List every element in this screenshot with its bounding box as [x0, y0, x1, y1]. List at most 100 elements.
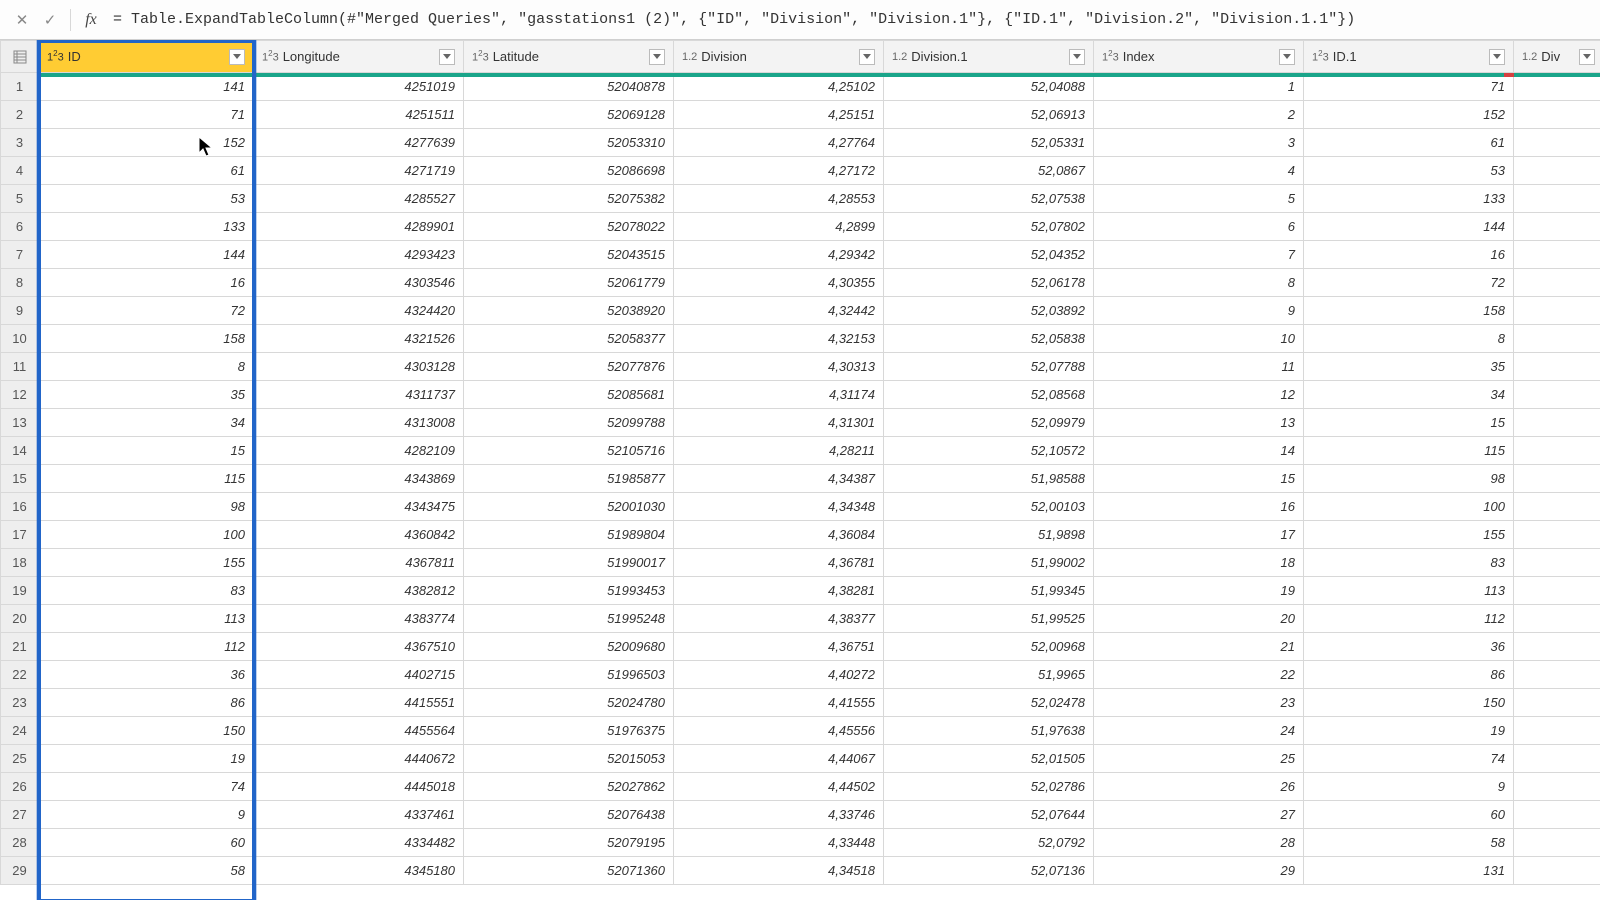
cell[interactable]: 1 — [1094, 73, 1304, 101]
cell[interactable]: 71 — [1304, 73, 1514, 101]
cell[interactable]: 4334482 — [254, 829, 464, 857]
cell[interactable]: 58 — [1304, 829, 1514, 857]
row-number[interactable]: 22 — [1, 661, 39, 689]
column-filter-button[interactable] — [229, 49, 245, 65]
row-number[interactable]: 1 — [1, 73, 39, 101]
table-row[interactable]: 19834382812519934534,3828151,9934519113 — [1, 577, 1600, 605]
cell[interactable]: 8 — [1094, 269, 1304, 297]
cell[interactable]: 4324420 — [254, 297, 464, 325]
cell[interactable]: 4,28211 — [674, 437, 884, 465]
table-row[interactable]: 22364402715519965034,4027251,99652286 — [1, 661, 1600, 689]
column-header-division[interactable]: 1.2Division — [674, 41, 884, 73]
cell[interactable]: 158 — [39, 325, 254, 353]
cell[interactable]: 52015053 — [464, 745, 674, 773]
cell[interactable] — [1514, 325, 1600, 353]
cell[interactable]: 152 — [1304, 101, 1514, 129]
cell[interactable]: 4251019 — [254, 73, 464, 101]
cell[interactable] — [1514, 409, 1600, 437]
cell[interactable]: 18 — [1094, 549, 1304, 577]
cell[interactable] — [1514, 353, 1600, 381]
cell[interactable]: 60 — [1304, 801, 1514, 829]
cell[interactable]: 86 — [1304, 661, 1514, 689]
cell[interactable]: 4303128 — [254, 353, 464, 381]
cell[interactable]: 51993453 — [464, 577, 674, 605]
cell[interactable] — [1514, 297, 1600, 325]
cell[interactable]: 8 — [39, 353, 254, 381]
cell[interactable]: 52,04352 — [884, 241, 1094, 269]
cell[interactable]: 51,98588 — [884, 465, 1094, 493]
cell[interactable]: 4,40272 — [674, 661, 884, 689]
cell[interactable]: 4289901 — [254, 213, 464, 241]
cell[interactable] — [1514, 493, 1600, 521]
cell[interactable]: 52,01505 — [884, 745, 1094, 773]
cell[interactable] — [1514, 269, 1600, 297]
cell[interactable] — [1514, 605, 1600, 633]
cell[interactable]: 4,28553 — [674, 185, 884, 213]
table-row[interactable]: 151154343869519858774,3438751,985881598 — [1, 465, 1600, 493]
cell[interactable]: 4,44067 — [674, 745, 884, 773]
row-number[interactable]: 3 — [1, 129, 39, 157]
cell[interactable]: 9 — [1304, 773, 1514, 801]
cell[interactable]: 4311737 — [254, 381, 464, 409]
cancel-formula-button[interactable]: ✕ — [8, 6, 36, 34]
table-row[interactable]: 61334289901520780224,289952,078026144 — [1, 213, 1600, 241]
cell[interactable]: 52,09979 — [884, 409, 1094, 437]
cell[interactable]: 9 — [1094, 297, 1304, 325]
cell[interactable] — [1514, 157, 1600, 185]
cell[interactable]: 4,44502 — [674, 773, 884, 801]
table-row[interactable]: 71444293423520435154,2934252,04352716 — [1, 241, 1600, 269]
table-row[interactable]: 29584345180520713604,3451852,0713629131 — [1, 857, 1600, 885]
row-number[interactable]: 16 — [1, 493, 39, 521]
table-row[interactable]: 181554367811519900174,3678151,990021883 — [1, 549, 1600, 577]
cell[interactable]: 51976375 — [464, 717, 674, 745]
cell[interactable] — [1514, 549, 1600, 577]
cell[interactable]: 52086698 — [464, 157, 674, 185]
row-number[interactable]: 29 — [1, 857, 39, 885]
cell[interactable]: 52,07802 — [884, 213, 1094, 241]
row-number[interactable]: 23 — [1, 689, 39, 717]
cell[interactable]: 83 — [39, 577, 254, 605]
cell[interactable]: 52,00968 — [884, 633, 1094, 661]
cell[interactable]: 4,38281 — [674, 577, 884, 605]
cell[interactable]: 4455564 — [254, 717, 464, 745]
cell[interactable]: 52024780 — [464, 689, 674, 717]
cell[interactable]: 4,36751 — [674, 633, 884, 661]
cell[interactable]: 98 — [1304, 465, 1514, 493]
cell[interactable]: 34 — [39, 409, 254, 437]
cell[interactable]: 4,36781 — [674, 549, 884, 577]
table-row[interactable]: 26744445018520278624,4450252,02786269 — [1, 773, 1600, 801]
cell[interactable]: 16 — [1304, 241, 1514, 269]
cell[interactable]: 4,29342 — [674, 241, 884, 269]
cell[interactable]: 4,32442 — [674, 297, 884, 325]
cell[interactable]: 15 — [1094, 465, 1304, 493]
cell[interactable]: 52,02786 — [884, 773, 1094, 801]
cell[interactable]: 52,05838 — [884, 325, 1094, 353]
cell[interactable]: 52053310 — [464, 129, 674, 157]
column-filter-button[interactable] — [1279, 49, 1295, 65]
cell[interactable]: 52040878 — [464, 73, 674, 101]
cell[interactable]: 19 — [39, 745, 254, 773]
cell[interactable] — [1514, 829, 1600, 857]
cell[interactable]: 52,02478 — [884, 689, 1094, 717]
cell[interactable]: 74 — [1304, 745, 1514, 773]
row-number[interactable]: 15 — [1, 465, 39, 493]
cell[interactable]: 12 — [1094, 381, 1304, 409]
accept-formula-button[interactable]: ✓ — [36, 6, 64, 34]
column-filter-button[interactable] — [439, 49, 455, 65]
cell[interactable]: 4415551 — [254, 689, 464, 717]
cell[interactable]: 155 — [1304, 521, 1514, 549]
column-filter-button[interactable] — [649, 49, 665, 65]
cell[interactable]: 74 — [39, 773, 254, 801]
cell[interactable]: 100 — [1304, 493, 1514, 521]
table-row[interactable]: 28604334482520791954,3344852,07922858 — [1, 829, 1600, 857]
cell[interactable]: 4367811 — [254, 549, 464, 577]
cell[interactable]: 52099788 — [464, 409, 674, 437]
cell[interactable]: 100 — [39, 521, 254, 549]
row-number[interactable]: 20 — [1, 605, 39, 633]
cell[interactable]: 72 — [39, 297, 254, 325]
cell[interactable]: 4313008 — [254, 409, 464, 437]
cell[interactable]: 52105716 — [464, 437, 674, 465]
row-number[interactable]: 21 — [1, 633, 39, 661]
table-row[interactable]: 23864415551520247804,4155552,0247823150 — [1, 689, 1600, 717]
cell[interactable]: 13 — [1094, 409, 1304, 437]
